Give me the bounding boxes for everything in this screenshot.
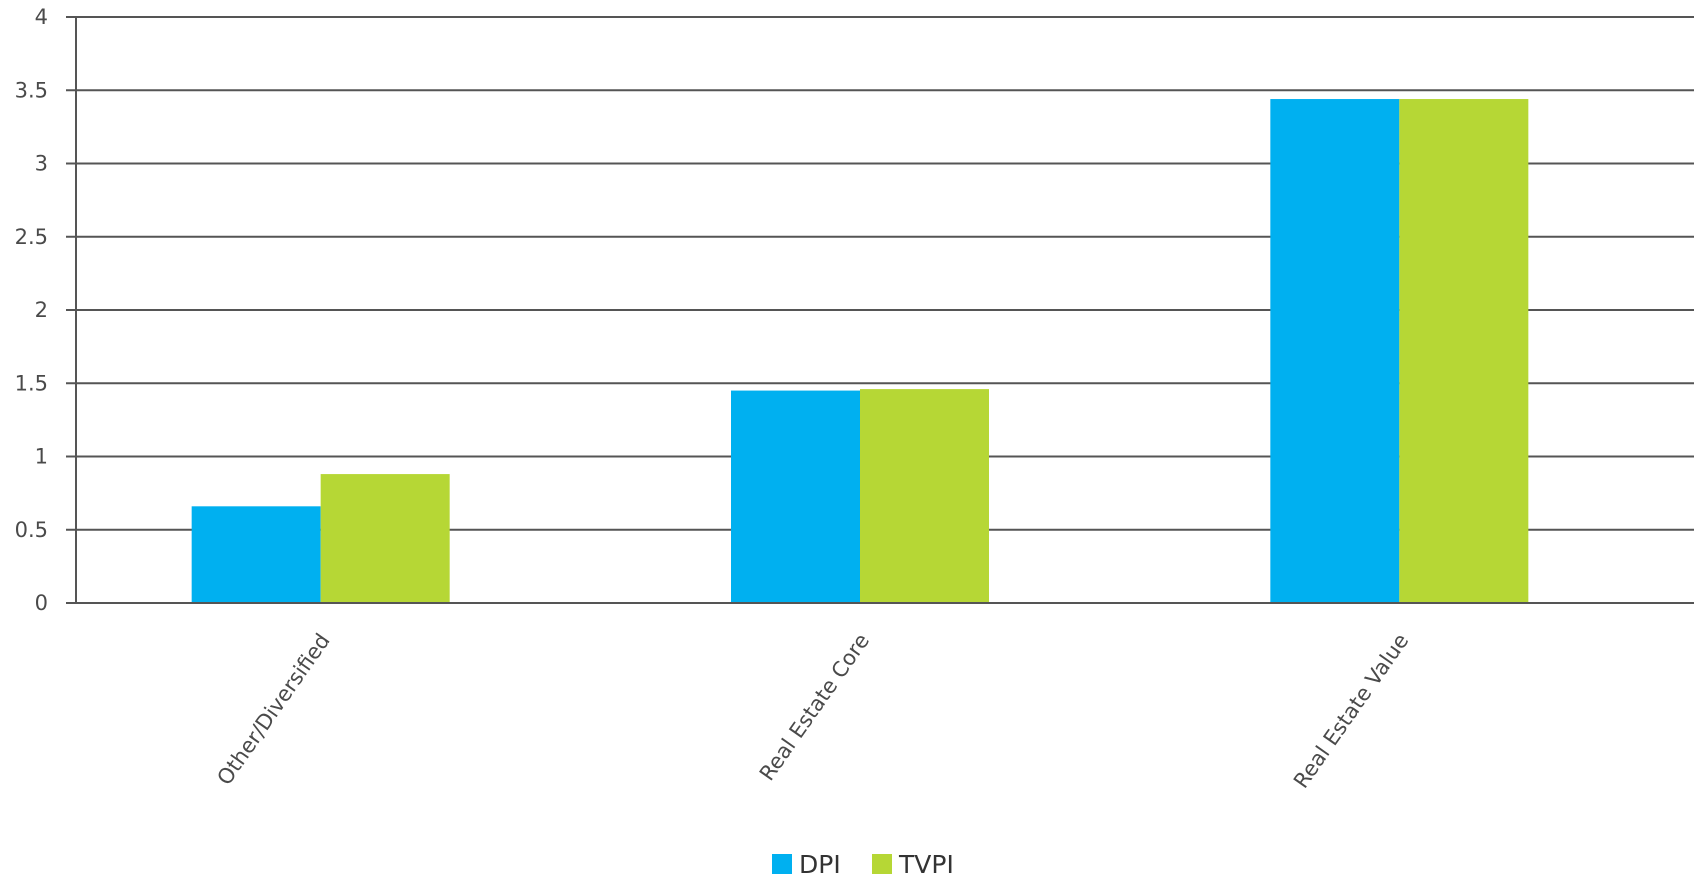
- y-tick-label: 3: [35, 152, 48, 176]
- bar-dpi-0: [191, 506, 321, 603]
- y-tick-label: 0.5: [15, 518, 48, 542]
- bar-tvpi-2: [1399, 99, 1529, 603]
- legend-label-dpi: DPI: [799, 850, 841, 879]
- y-tick-label: 1: [35, 445, 48, 469]
- bars: [191, 99, 1529, 603]
- legend-swatch-tvpi: [872, 854, 892, 874]
- y-tick-label: 2: [35, 298, 48, 322]
- bar-dpi-1: [731, 390, 860, 603]
- x-category-label: Other/Diversified: [212, 629, 334, 789]
- bar-tvpi-1: [860, 389, 989, 603]
- gridlines: [66, 16, 1694, 531]
- y-tick-label: 2.5: [15, 225, 48, 249]
- legend-label-tvpi: TVPI: [898, 850, 954, 879]
- y-axis-tick-labels: 0 0.5 1 1.5 2 2.5 3 3.5 4: [15, 5, 48, 615]
- axes: [66, 17, 1694, 604]
- bar-dpi-2: [1270, 99, 1400, 603]
- x-axis-category-labels: Other/Diversified Real Estate Core Real Es…: [212, 629, 1413, 792]
- y-tick-label: 0: [35, 591, 48, 615]
- x-category-label: Real Estate Core: [755, 629, 874, 785]
- bar-tvpi-0: [320, 474, 450, 603]
- legend-swatch-dpi: [772, 854, 792, 874]
- y-tick-label: 3.5: [15, 78, 48, 102]
- legend: DPI TVPI: [772, 850, 954, 879]
- x-category-label: Real Estate Value: [1289, 629, 1413, 792]
- y-tick-label: 4: [35, 5, 48, 29]
- y-tick-label: 1.5: [15, 371, 48, 395]
